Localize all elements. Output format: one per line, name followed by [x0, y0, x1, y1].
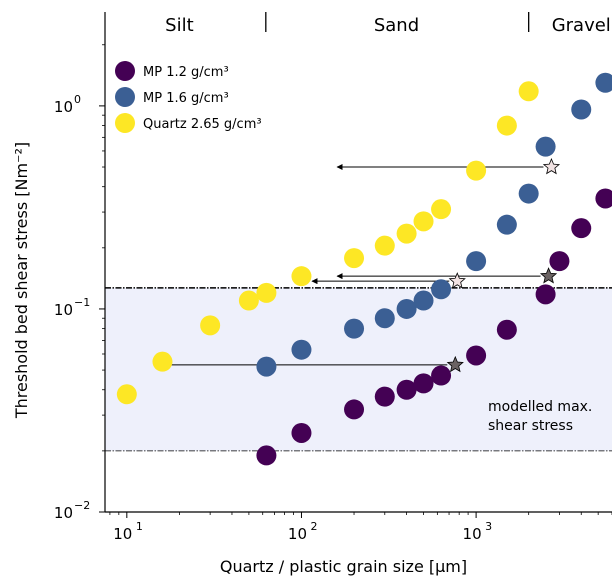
star-marker-2: [448, 272, 466, 289]
point-series0-12: [595, 188, 612, 209]
point-series2-9: [413, 211, 434, 232]
point-series1-7: [466, 251, 487, 272]
x-tick-exp-0: 1: [136, 520, 143, 533]
band-label-line-2: shear stress: [488, 418, 573, 434]
point-series0-2: [344, 399, 365, 420]
point-series1-10: [535, 136, 556, 157]
arrows-layer: [161, 164, 544, 368]
band-label-line-1: modelled max.: [488, 399, 592, 415]
point-series1-9: [518, 183, 539, 204]
point-series2-6: [344, 248, 365, 269]
point-series2-13: [518, 81, 539, 102]
point-series1-3: [374, 308, 395, 329]
region-boundaries: [265, 12, 530, 32]
x-tick-label-2: 10: [463, 525, 482, 543]
y-tick-exp-1: −1: [74, 296, 90, 309]
region-label-gravel: Gravel: [552, 15, 611, 36]
point-series1-1: [291, 339, 312, 360]
x-tick-exp-1: 2: [310, 520, 317, 533]
point-series0-7: [466, 345, 487, 366]
point-series2-12: [496, 115, 517, 136]
point-series2-1: [152, 351, 173, 372]
point-series0-6: [431, 365, 452, 386]
point-series0-11: [571, 218, 592, 239]
point-series2-3: [238, 290, 259, 311]
y-tick-exp-2: 0: [74, 93, 81, 106]
point-series0-9: [535, 284, 556, 305]
point-series0-4: [396, 379, 417, 400]
point-series2-0: [116, 384, 137, 405]
y-tick-label-2: 10: [54, 98, 73, 116]
region-label-silt: Silt: [165, 15, 194, 36]
shaded-band-layer: [105, 287, 612, 452]
star-marker-0: [542, 157, 561, 175]
point-series0-3: [374, 386, 395, 407]
legend-label-0: MP 1.2 g/cm³: [143, 65, 229, 80]
point-series1-5: [413, 290, 434, 311]
x-tick-label-0: 10: [113, 525, 132, 543]
point-series0-0: [256, 445, 277, 466]
y-tick-exp-0: −2: [74, 499, 90, 512]
point-series2-2: [200, 315, 221, 336]
point-series0-8: [496, 319, 517, 340]
legend-label-1: MP 1.6 g/cm³: [143, 91, 229, 106]
point-series1-4: [396, 298, 417, 319]
point-series2-5: [291, 266, 312, 287]
legend-marker-0: [115, 61, 135, 81]
y-axis-title: Threshold bed shear stress [Nm⁻²]: [12, 142, 31, 419]
star-marker-1: [539, 267, 558, 284]
point-series2-10: [431, 199, 452, 220]
point-series1-0: [256, 356, 277, 377]
legend: MP 1.2 g/cm³ MP 1.6 g/cm³ Quartz 2.65 g/cm…: [115, 61, 262, 133]
point-series0-1: [291, 422, 312, 443]
shaded-band: [105, 287, 612, 451]
point-series1-8: [496, 214, 517, 235]
legend-marker-2: [115, 113, 135, 133]
region-label-sand: Sand: [374, 15, 419, 36]
point-series1-11: [571, 99, 592, 120]
y-tick-label-1: 10: [54, 301, 73, 319]
points-layer: [116, 72, 612, 466]
star-marker-3: [446, 355, 464, 373]
point-series1-12: [595, 72, 612, 93]
point-series2-8: [396, 223, 417, 244]
x-tick-exp-2: 3: [485, 520, 492, 533]
point-series1-2: [344, 318, 365, 339]
x-tick-label-1: 10: [288, 525, 307, 543]
point-series0-10: [549, 251, 570, 272]
point-series2-11: [466, 160, 487, 181]
point-series2-7: [374, 235, 395, 256]
labels-layer: modelled max. shear stress Silt Sand Gravel 1…: [12, 15, 611, 576]
axes: [99, 12, 612, 518]
point-series1-6: [431, 279, 452, 300]
point-series2-4: [256, 282, 277, 303]
y-tick-label-0: 10: [54, 504, 73, 522]
legend-marker-1: [115, 87, 135, 107]
x-axis-title: Quartz / plastic grain size [μm]: [220, 557, 467, 576]
point-series0-5: [413, 373, 434, 394]
legend-label-2: Quartz 2.65 g/cm³: [143, 117, 262, 132]
